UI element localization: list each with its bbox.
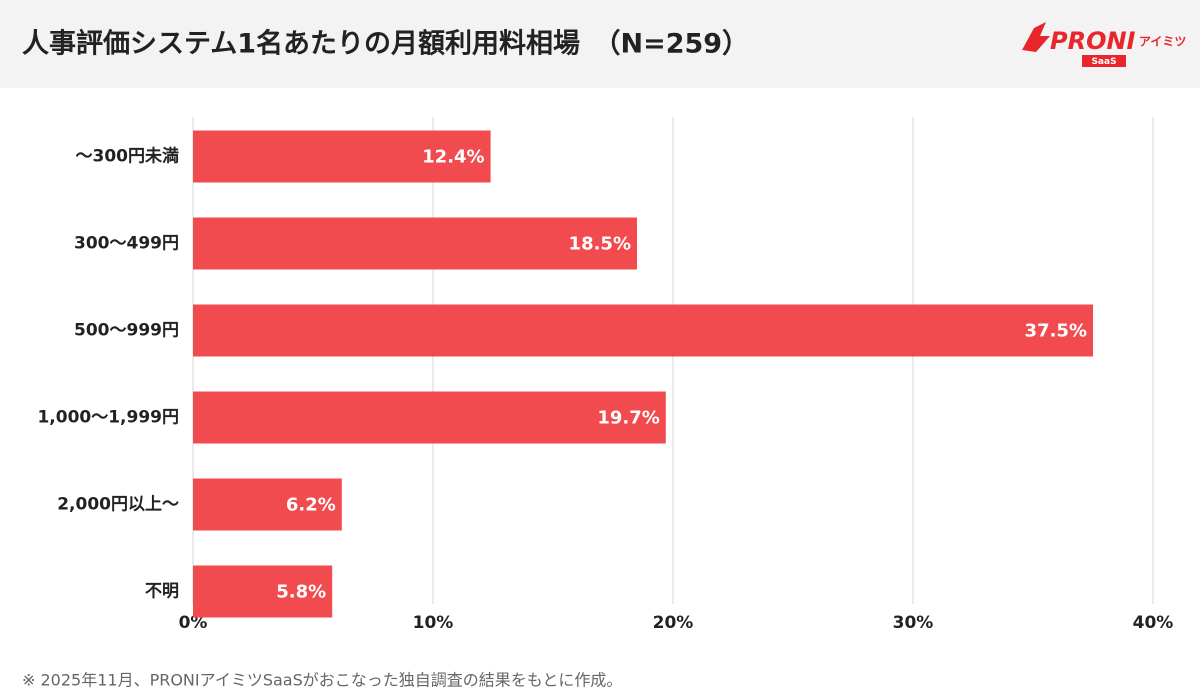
logo-badge-bg [1082,55,1126,67]
chart-title: 人事評価システム1名あたりの月額利用料相場 （N=259） [22,28,749,60]
bar [193,217,637,270]
value-label: 18.5% [569,234,631,255]
value-label: 6.2% [286,495,336,516]
y-tick-label: 〜300円未満 [76,146,180,167]
logo-sub: アイミツ [1139,35,1186,49]
header-band [0,0,1200,88]
x-tick-label: 40% [1133,613,1174,633]
logo-name: PRONI [1050,27,1136,55]
x-tick-label: 0% [179,613,208,633]
bar [193,130,491,183]
bar [193,478,342,531]
value-label: 37.5% [1025,321,1087,342]
x-tick-label: 20% [653,613,694,633]
x-tick-label: 10% [413,613,454,633]
y-tick-label: 300〜499円 [74,234,179,254]
bar [193,391,666,444]
y-tick-label: 不明 [145,582,179,602]
bar [193,565,333,618]
value-label: 5.8% [276,582,326,603]
y-tick-label: 500〜999円 [74,321,179,341]
footnote: ※ 2025年11月、PRONIアイミツSaaSがおこなった独自調査の結果をもと… [22,671,622,690]
x-tick-label: 30% [893,613,934,633]
value-label: 12.4% [422,147,484,168]
y-tick-label: 1,000〜1,999円 [37,408,179,428]
value-label: 19.7% [597,408,659,429]
bar [193,304,1093,357]
logo-badge: SaaS [1091,57,1116,67]
logo-icon [1022,22,1050,52]
logo: PRONI アイミツ SaaS [1022,22,1186,67]
y-tick-label: 2,000円以上〜 [57,495,179,515]
